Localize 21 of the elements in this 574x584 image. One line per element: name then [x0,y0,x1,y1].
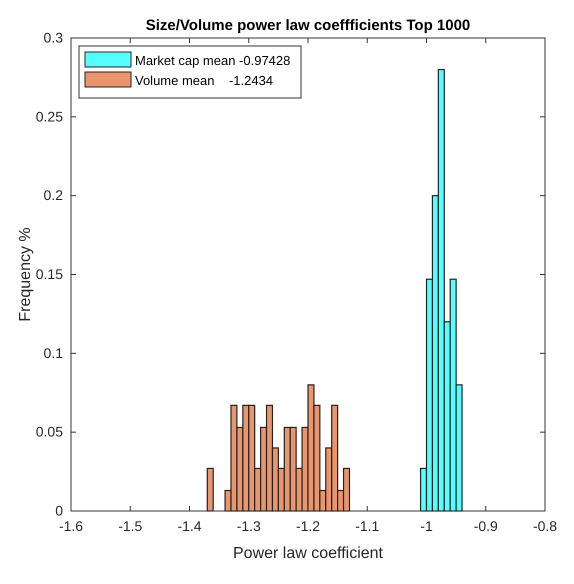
y-tick-label: 0.15 [36,266,64,282]
y-tick-label: 0.25 [36,108,64,124]
y-axis-title: Frequency % [17,227,34,322]
x-tick-label: -0.9 [474,518,498,534]
x-tick-label: -1.5 [118,518,143,534]
legend-label: Volume mean -1.2434 [135,73,274,88]
chart-title: Size/Volume power law coeffficients Top 1000 [146,17,470,34]
x-tick-label: -1 [420,518,433,534]
x-axis-title: Power law coefficient [233,545,384,562]
y-tick-label: 0 [55,502,64,518]
x-tick-label: -0.8 [532,518,558,534]
x-tick-label: -1.3 [236,518,262,534]
x-tick-label: -1.6 [58,518,84,534]
x-tick-label: -1.4 [177,518,202,534]
y-tick-label: 0.05 [36,424,64,440]
y-tick-label: 0.3 [44,29,64,46]
x-tick-label: -1.2 [296,518,320,534]
y-tick-label: 0.1 [44,344,64,361]
y-tick-label: 0.2 [44,187,64,204]
x-tick-label: -1.1 [355,518,380,534]
legend-label: Market cap mean -0.97428 [135,53,290,68]
